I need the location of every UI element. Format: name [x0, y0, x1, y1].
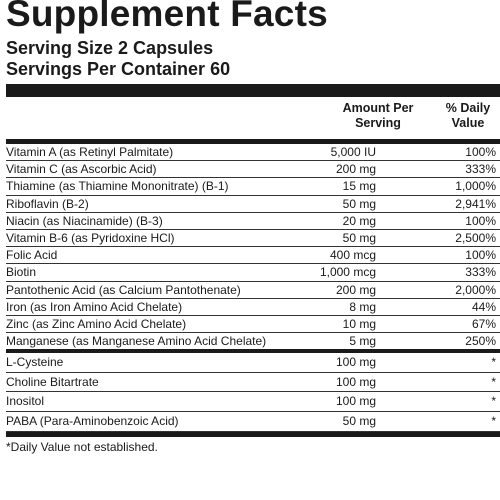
- daily-value: 333%: [465, 265, 496, 280]
- daily-value: *: [491, 414, 496, 429]
- ingredient-name: Inositol: [6, 394, 45, 409]
- table-row: Thiamine (as Thiamine Mononitrate) (B-1)…: [6, 178, 500, 196]
- ingredient-name: Riboflavin (B-2): [6, 196, 89, 211]
- amount-per-serving: 200 mg: [335, 162, 376, 177]
- daily-value: *: [491, 355, 496, 370]
- daily-value: 2,500%: [455, 230, 496, 245]
- table-row: Inositol 100 mg *: [6, 392, 500, 413]
- table-row: Vitamin C (as Ascorbic Acid) 200 mg 333%: [6, 161, 500, 179]
- amount-per-serving: 200 mg: [335, 282, 376, 297]
- daily-value: 44%: [471, 299, 496, 314]
- nutrient-table: Vitamin A (as Retinyl Palmitate) 5,000 IU…: [6, 144, 500, 354]
- amount-per-serving: 10 mg: [342, 316, 376, 331]
- column-header: Amount Per Serving % Daily Value: [6, 97, 500, 137]
- daily-value-header: % Daily Value: [438, 101, 498, 131]
- ingredient-name: PABA (Para-Aminobenzoic Acid): [6, 414, 179, 429]
- table-row: Manganese (as Manganese Amino Acid Chela…: [6, 333, 500, 354]
- daily-value: 100%: [465, 248, 496, 263]
- servings-per-container: Servings Per Container 60: [6, 59, 231, 79]
- amount-per-serving: 100 mg: [335, 394, 376, 409]
- dv-header-line2: Value: [451, 116, 485, 130]
- ingredient-name: Biotin: [6, 265, 37, 280]
- panel-title: Supplement Facts: [6, 0, 328, 34]
- thick-divider: [6, 84, 500, 97]
- amount-per-serving: 100 mg: [335, 374, 376, 389]
- amount-per-serving: 20 mg: [342, 213, 376, 228]
- daily-value: 100%: [465, 145, 496, 159]
- table-row: PABA (Para-Aminobenzoic Acid) 50 mg *: [6, 412, 500, 432]
- ingredient-name: Pantothenic Acid (as Calcium Pantothenat…: [6, 282, 241, 297]
- table-row: Biotin 1,000 mcg 333%: [6, 264, 500, 282]
- daily-value: 250%: [465, 334, 496, 349]
- serving-size: Serving Size 2 Capsules: [6, 38, 214, 58]
- daily-value: 100%: [465, 213, 496, 228]
- daily-value: *: [491, 374, 496, 389]
- amount-per-serving: 1,000 mcg: [319, 265, 376, 280]
- ingredient-name: Choline Bitartrate: [6, 374, 99, 389]
- amount-per-serving: 15 mg: [342, 179, 376, 194]
- ingredient-name: L-Cysteine: [6, 355, 64, 370]
- daily-value: *: [491, 394, 496, 409]
- amount-per-serving: 400 mcg: [329, 248, 376, 263]
- ingredient-name: Vitamin A (as Retinyl Palmitate): [6, 145, 174, 159]
- header-divider: [6, 139, 500, 144]
- table-row: Folic Acid 400 mcg 100%: [6, 247, 500, 265]
- amount-per-serving: 50 mg: [342, 414, 376, 429]
- table-row: Pantothenic Acid (as Calcium Pantothenat…: [6, 282, 500, 299]
- amount-per-serving: 100 mg: [335, 355, 376, 370]
- amount-per-serving: 5 mg: [349, 334, 376, 349]
- dv-header-line1: % Daily: [445, 101, 491, 115]
- ingredient-name: Niacin (as Niacinamide) (B-3): [6, 213, 163, 228]
- table-row: Vitamin A (as Retinyl Palmitate) 5,000 IU…: [6, 144, 500, 162]
- table-row: Vitamin B-6 (as Pyridoxine HCl) 50 mg 2,50…: [6, 230, 500, 248]
- amount-per-serving: 8 mg: [349, 299, 376, 314]
- daily-value: 2,941%: [455, 196, 496, 211]
- amount-per-serving: 50 mg: [342, 196, 376, 211]
- table-row: L-Cysteine 100 mg *: [6, 353, 500, 373]
- ingredient-name: Vitamin C (as Ascorbic Acid): [6, 162, 157, 177]
- daily-value: 2,000%: [455, 282, 496, 297]
- amount-per-serving: 5,000 IU: [330, 145, 376, 159]
- daily-value: 67%: [471, 316, 496, 331]
- table-row: Niacin (as Niacinamide) (B-3) 20 mg 100%: [6, 213, 500, 230]
- ingredient-name: Zinc (as Zinc Amino Acid Chelate): [6, 316, 187, 331]
- footnote: *Daily Value not established.: [6, 439, 158, 454]
- daily-value: 1,000%: [455, 179, 496, 194]
- bottom-divider: [6, 431, 500, 437]
- ingredient-name: Folic Acid: [6, 248, 58, 263]
- amount-header-line2: Serving: [355, 116, 401, 130]
- table-row: Iron (as Iron Amino Acid Chelate) 8 mg 44%: [6, 299, 500, 316]
- amount-header: Amount Per Serving: [340, 101, 416, 131]
- amount-header-line1: Amount Per: [342, 101, 414, 115]
- ingredient-name: Manganese (as Manganese Amino Acid Chela…: [6, 334, 267, 349]
- ingredient-name: Iron (as Iron Amino Acid Chelate): [6, 299, 183, 314]
- ingredient-name: Thiamine (as Thiamine Mononitrate) (B-1): [6, 179, 229, 194]
- daily-value: 333%: [465, 162, 496, 177]
- table-row: Choline Bitartrate 100 mg *: [6, 373, 500, 393]
- other-ingredients-table: L-Cysteine 100 mg * Choline Bitartrate 100 m…: [6, 353, 500, 432]
- table-row: Riboflavin (B-2) 50 mg 2,941%: [6, 196, 500, 213]
- amount-per-serving: 50 mg: [342, 230, 376, 245]
- table-row: Zinc (as Zinc Amino Acid Chelate) 10 mg 67…: [6, 316, 500, 334]
- ingredient-name: Vitamin B-6 (as Pyridoxine HCl): [6, 230, 175, 245]
